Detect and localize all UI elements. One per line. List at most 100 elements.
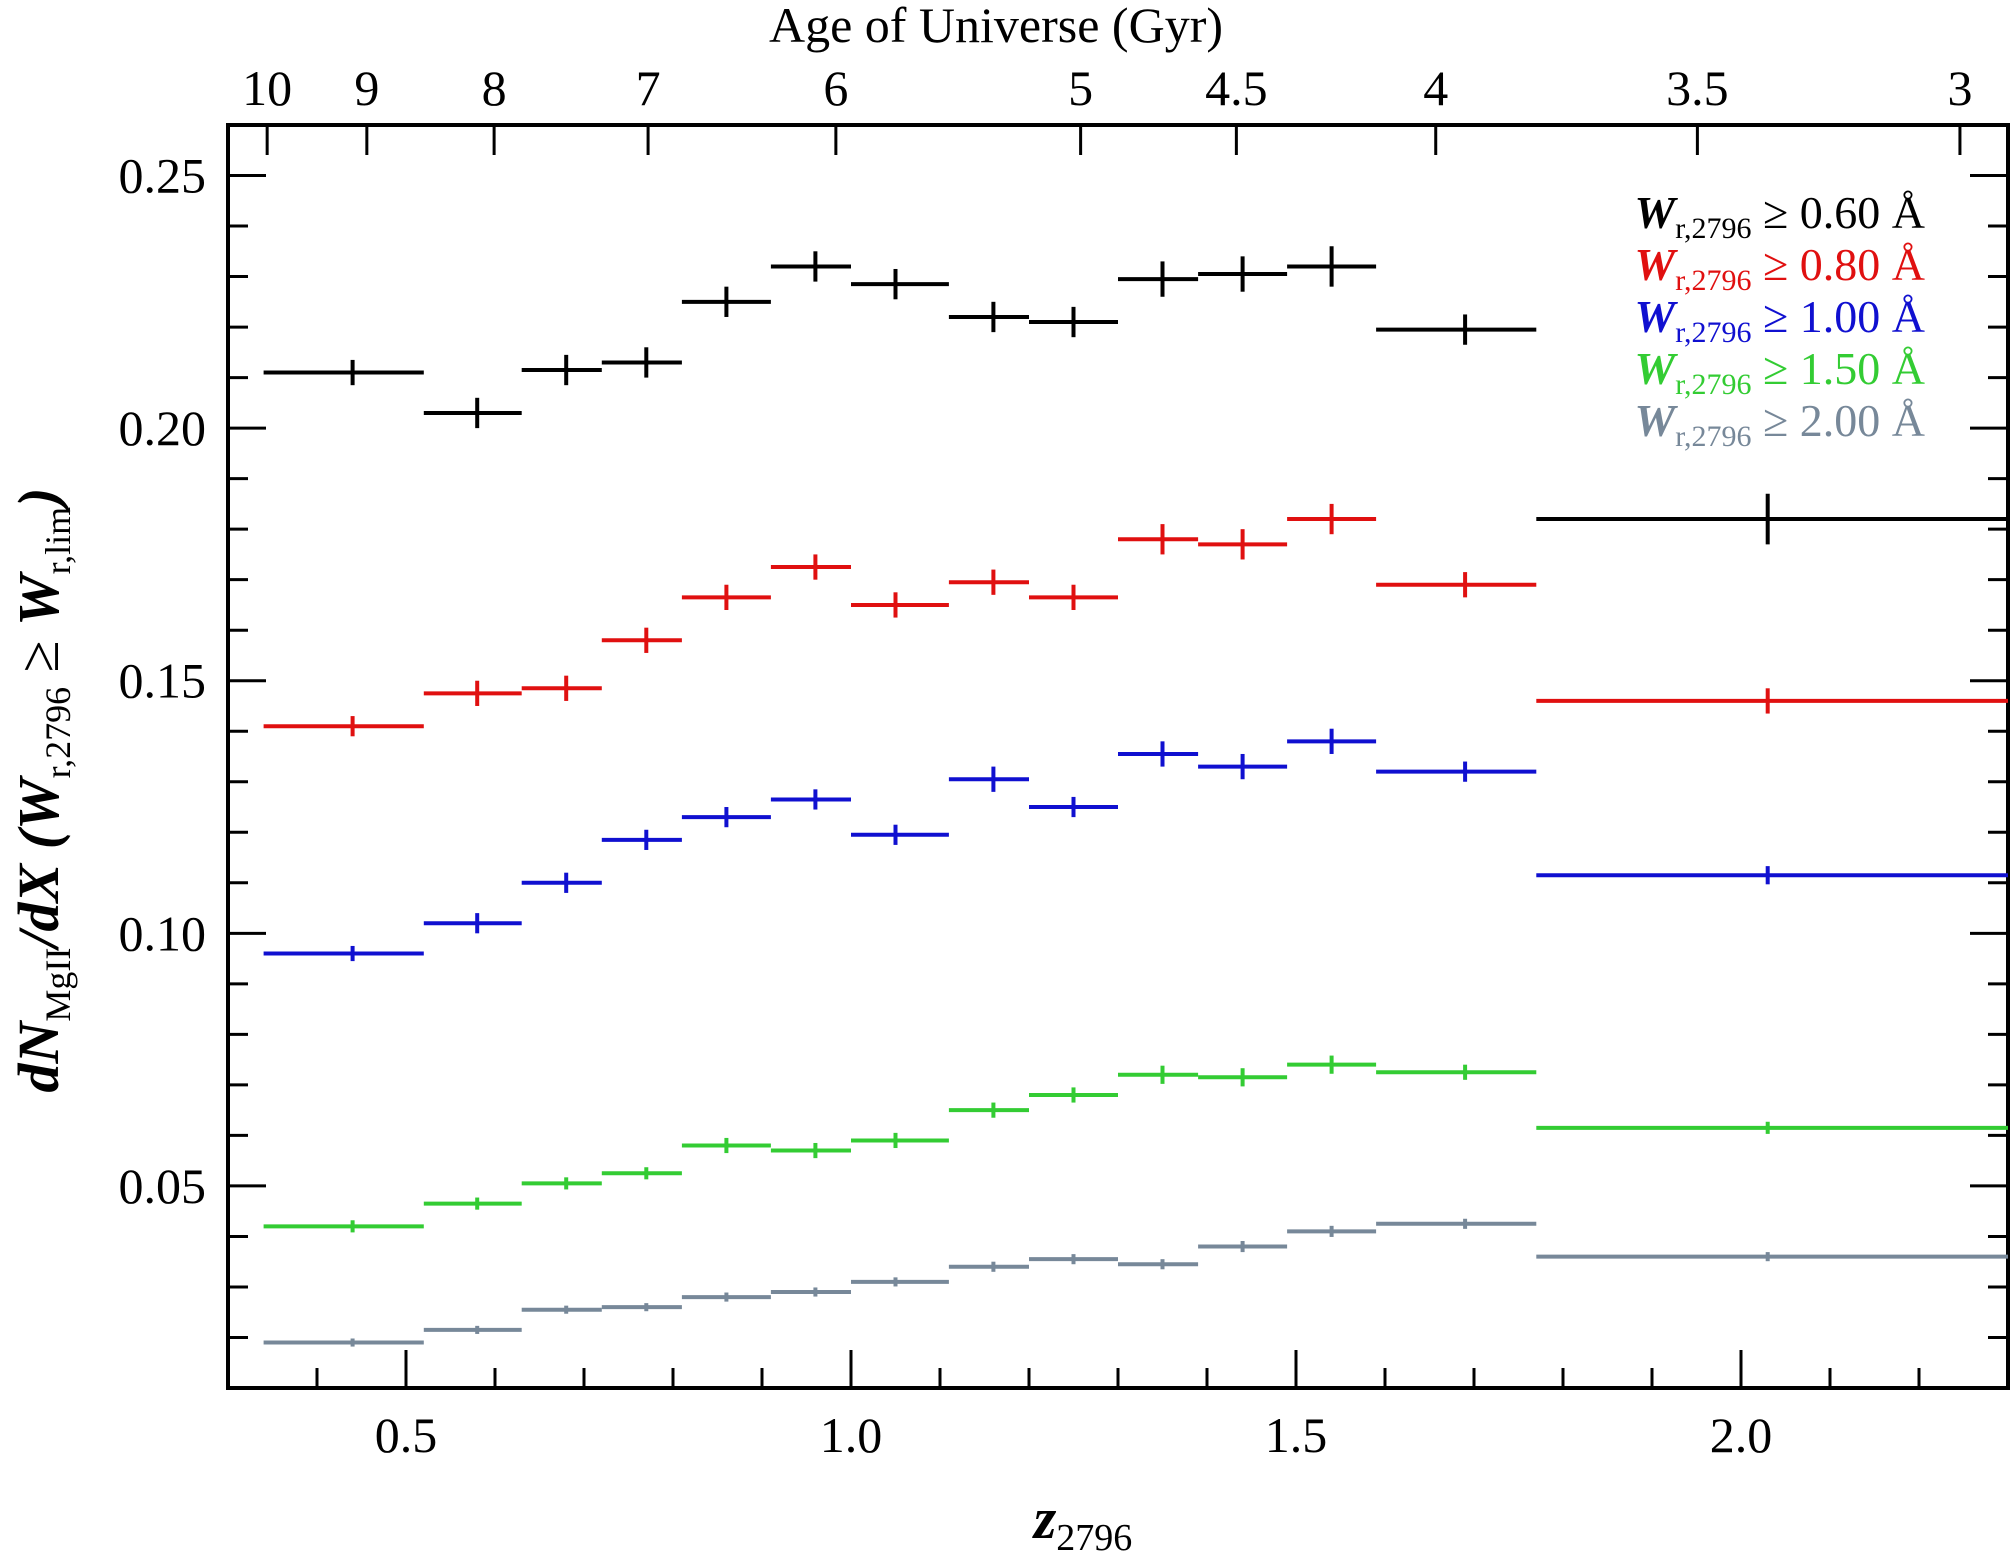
data-point: [948, 569, 1029, 595]
data-point: [851, 592, 949, 618]
y-axis-title-part: dN: [6, 1019, 71, 1092]
legend-w: W: [1634, 239, 1678, 290]
series-0: [263, 246, 2008, 545]
data-point: [263, 716, 424, 737]
top-tick-label: 5: [1068, 60, 1093, 116]
series-1: [263, 503, 2008, 737]
x-axis-title: z2796: [1032, 1486, 1133, 1554]
top-tick-label: 10: [242, 60, 292, 116]
data-point: [423, 1325, 522, 1334]
data-point: [1029, 1254, 1118, 1265]
data-point: [851, 824, 949, 845]
legend-sub: r,2796: [1675, 316, 1751, 349]
data-point: [263, 945, 424, 962]
data-point: [423, 397, 522, 429]
data-point: [263, 359, 424, 386]
data-point: [601, 1303, 682, 1312]
data-point: [263, 1220, 424, 1233]
series-4: [263, 1218, 2008, 1347]
data-point: [1376, 314, 1537, 345]
data-point: [1376, 1064, 1537, 1080]
data-point: [521, 354, 602, 386]
data-point: [521, 1305, 602, 1314]
data-point: [601, 829, 682, 850]
data-point: [1118, 524, 1199, 555]
legend-w: W: [1634, 187, 1678, 238]
data-point: [948, 766, 1029, 792]
axes-frame: 0.5 1.0 1.5 2.0 10 9 8 7 6 5 4.5 4 3.5 3 0.05 0.10 0.15 0…: [119, 60, 2010, 1463]
data-point: [1029, 306, 1118, 338]
data-point: [1029, 584, 1118, 610]
y-axis-title-part: MgII: [38, 948, 78, 1022]
legend-sub: r,2796: [1675, 420, 1751, 453]
data-point: [770, 1287, 851, 1297]
data-point: [423, 913, 522, 934]
data-point: [601, 627, 682, 653]
data-point: [1536, 688, 2008, 714]
data-point: [1536, 866, 2008, 885]
x-tick-label: 1.5: [1265, 1407, 1328, 1463]
y-axis-title-part: r,lim: [38, 507, 78, 575]
y-tick-label: 0.25: [119, 148, 207, 204]
data-point: [601, 347, 682, 378]
data-point: [423, 680, 522, 706]
y-tick-label: 0.20: [119, 400, 207, 456]
data-point: [948, 1261, 1029, 1272]
legend-sub: r,2796: [1675, 212, 1751, 245]
legend-entry: Wr,2796 ≥ 2.00 Å: [1634, 395, 1925, 453]
series-2: [263, 728, 2008, 962]
top-tick-label: 7: [636, 60, 661, 116]
top-tick-label: 4: [1423, 60, 1448, 116]
data-point: [423, 1197, 522, 1210]
data-point: [1029, 1087, 1118, 1103]
legend-w: W: [1634, 395, 1678, 446]
data-point: [681, 1292, 771, 1302]
legend-threshold: ≥ 2.00 Å: [1752, 395, 1925, 446]
legend: Wr,2796 ≥ 0.60 ÅWr,2796 ≥ 0.80 ÅWr,2796 …: [1634, 187, 1925, 453]
data-point: [1029, 796, 1118, 818]
legend-entry: Wr,2796 ≥ 1.00 Å: [1634, 291, 1925, 349]
y-tick-label: 0.15: [119, 653, 207, 709]
data-point: [521, 872, 602, 893]
y-tick-label: 0.05: [119, 1158, 207, 1214]
data-point: [1118, 1065, 1199, 1084]
y-axis-title-part: W: [6, 571, 71, 626]
legend-entry: Wr,2796 ≥ 0.60 Å: [1634, 187, 1925, 245]
y-axis-title: dNMgII/dX (Wr,2796 ≥ Wr,lim): [6, 488, 78, 1093]
data-point: [521, 1177, 602, 1190]
legend-threshold: ≥ 1.00 Å: [1752, 291, 1925, 342]
data-point: [1287, 503, 1377, 535]
data-point: [1118, 741, 1199, 767]
legend-threshold: ≥ 0.80 Å: [1752, 239, 1925, 290]
data-point: [851, 1132, 949, 1149]
top-tick-label: 8: [482, 60, 507, 116]
data-point: [1118, 261, 1199, 297]
data-point: [948, 301, 1029, 333]
data-point: [770, 554, 851, 580]
data-point: [851, 1277, 949, 1287]
top-tick-label: 3.5: [1666, 60, 1729, 116]
legend-w: W: [1634, 291, 1678, 342]
data-point: [1376, 1218, 1537, 1229]
data-point: [1198, 256, 1288, 292]
data-point: [681, 807, 771, 828]
y-tick-label: 0.10: [119, 905, 207, 961]
x-tick-label: 1.0: [820, 1407, 883, 1463]
data-point: [1287, 1225, 1377, 1237]
data-point: [1536, 1252, 2008, 1262]
y-axis-title-part: ≥: [6, 626, 71, 687]
series-3: [263, 1055, 2008, 1233]
top-tick-label: 3: [1947, 60, 1972, 116]
data-point: [1287, 1055, 1377, 1074]
top-tick-label: 9: [354, 60, 379, 116]
data-point: [1198, 1068, 1288, 1087]
data-point: [1536, 1121, 2008, 1134]
data-point: [1118, 1259, 1199, 1270]
data-point: [948, 1102, 1029, 1118]
top-axis-title: Age of Universe (Gyr): [769, 0, 1223, 53]
top-tick-label: 4.5: [1205, 60, 1268, 116]
data-point: [681, 1137, 771, 1154]
data-point: [521, 675, 602, 701]
data-point: [1287, 246, 1377, 287]
legend-entry: Wr,2796 ≥ 0.80 Å: [1634, 239, 1925, 297]
